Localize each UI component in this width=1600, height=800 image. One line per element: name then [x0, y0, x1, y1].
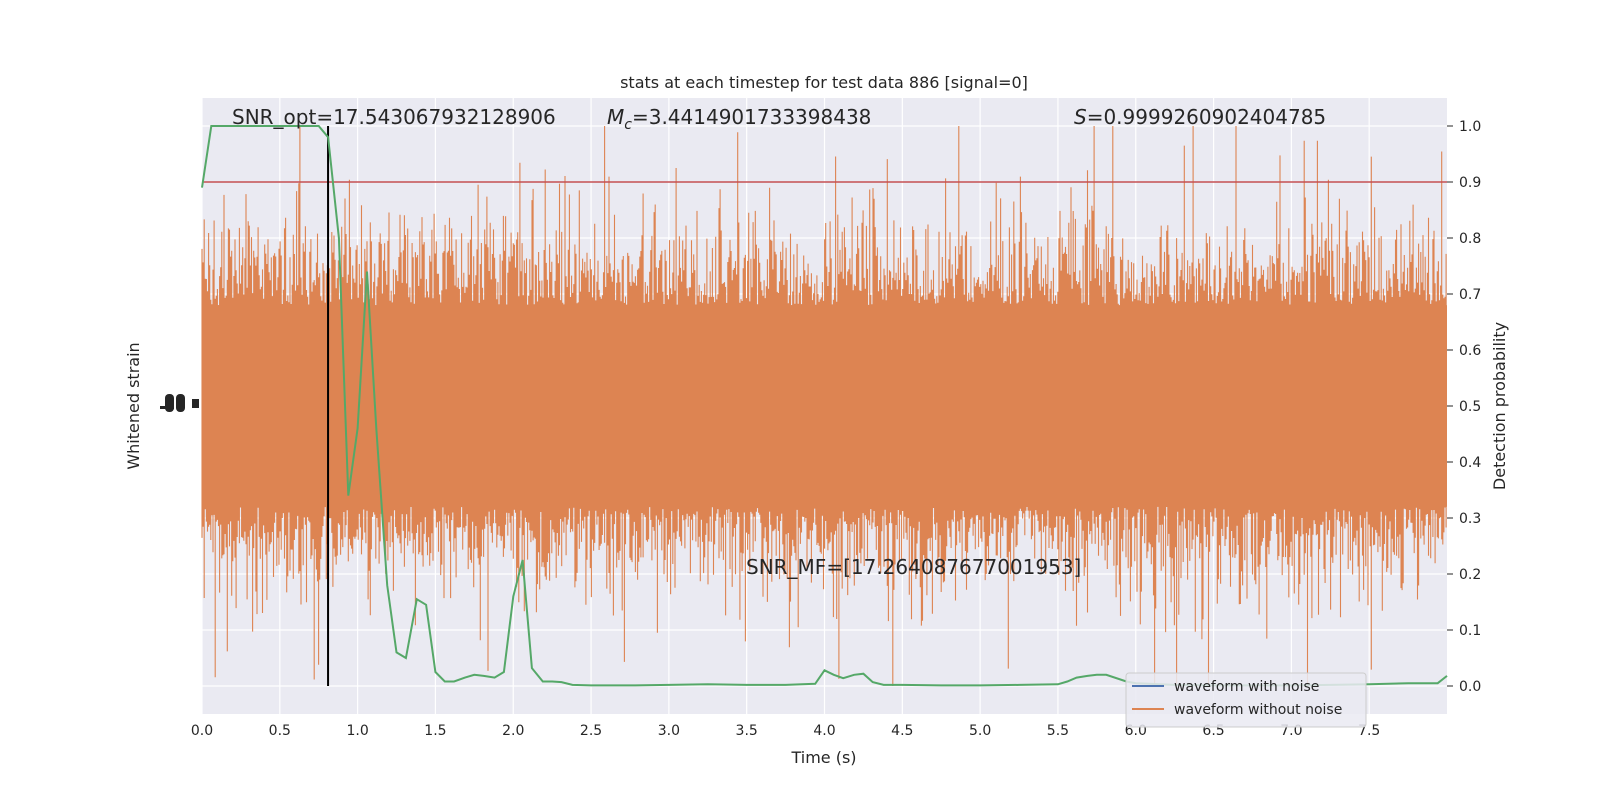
- s-symbol: S: [1074, 105, 1087, 129]
- y-right-tick-labels: 0.0 0.1 0.2 0.3 0.4 0.5 0.6 0.7 0.8 0.9 1.0: [1447, 119, 1481, 695]
- legend: waveform with noise waveform without noi…: [1125, 672, 1367, 728]
- y-right-tick-label: 0.8: [1459, 231, 1481, 247]
- strain-spikes: [201, 126, 1447, 686]
- waveform-without-noise-trace: [201, 126, 1447, 686]
- annotation-snr-opt: SNR_opt=17.543067932128906: [232, 105, 556, 129]
- y-right-tick-label: 0.7: [1459, 287, 1481, 303]
- y-right-tick-label: 0.4: [1459, 455, 1481, 471]
- x-tick-label: 2.0: [502, 723, 524, 739]
- x-tick-label: 0.5: [269, 723, 291, 739]
- x-tick-label: 0.0: [191, 723, 213, 739]
- y-right-tick-label: 0.2: [1459, 567, 1481, 583]
- legend-box: [1125, 672, 1367, 728]
- mc-symbol: M: [607, 105, 624, 129]
- y-right-tick-label: 0.3: [1459, 511, 1481, 527]
- left-axis-tick-clutter: [160, 394, 199, 412]
- detection-probability-line: [201, 125, 1448, 687]
- x-tick-label: 1.0: [346, 723, 368, 739]
- x-axis-label: Time (s): [790, 748, 856, 767]
- annotation-chirp-mass: Mc=3.4414901733398438: [607, 105, 871, 133]
- x-tick-label: 3.5: [736, 723, 758, 739]
- x-tick-label: 4.5: [891, 723, 913, 739]
- y-right-tick-label: 0.0: [1459, 679, 1481, 695]
- y-axis-label-left: Whitened strain: [124, 342, 143, 469]
- annotation-s: S=0.9999260902404785: [1074, 105, 1326, 129]
- y-right-tick-label: 1.0: [1459, 119, 1481, 135]
- y-right-tick-label: 0.6: [1459, 343, 1481, 359]
- y-axis-label-right: Detection probability: [1490, 322, 1509, 490]
- mc-value: =3.4414901733398438: [632, 105, 871, 129]
- annotation-snr-mf: SNR_MF=[17.264087677001953]: [746, 555, 1081, 579]
- y-right-tick-label: 0.9: [1459, 175, 1481, 191]
- x-tick-label: 5.0: [969, 723, 991, 739]
- legend-label-waveform-with-noise: waveform with noise: [1174, 679, 1319, 695]
- s-value: =0.9999260902404785: [1087, 105, 1326, 129]
- x-tick-label: 4.0: [813, 723, 835, 739]
- x-tick-label: 1.5: [424, 723, 446, 739]
- y-right-tick-label: 0.1: [1459, 623, 1481, 639]
- legend-label-waveform-without-noise: waveform without noise: [1174, 702, 1342, 718]
- mc-subscript: c: [624, 117, 632, 133]
- x-tick-label: 5.5: [1047, 723, 1069, 739]
- y-right-tick-label: 0.5: [1459, 399, 1481, 415]
- chart-title: stats at each timestep for test data 886…: [620, 73, 1028, 92]
- x-tick-label: 3.0: [658, 723, 680, 739]
- x-tick-label: 2.5: [580, 723, 602, 739]
